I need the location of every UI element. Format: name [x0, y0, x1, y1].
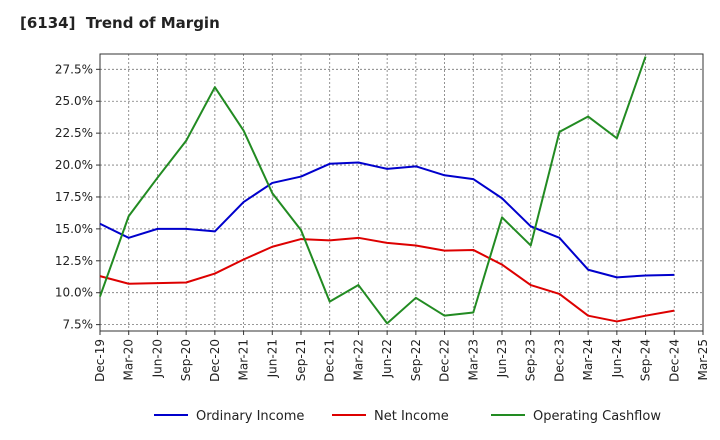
- x-tick-label: Sep-24: [639, 339, 653, 381]
- legend: Ordinary Income Net Income Operating Cashf…: [154, 409, 661, 424]
- x-tick-label: Dec-23: [552, 339, 566, 382]
- x-tick-label: Mar-25: [696, 339, 710, 380]
- x-tick-label: Jun-24: [610, 339, 624, 378]
- x-tick-label: Sep-21: [294, 339, 308, 381]
- axis-layer: Dec-19 Mar-20 Jun-20 Sep-20 Dec-20 Mar-21 Jun-…: [55, 62, 710, 382]
- y-tick-label: 7.5%: [63, 318, 94, 332]
- chart-title: [6134] Trend of Margin: [20, 14, 220, 32]
- x-tick-label: Mar-22: [351, 339, 365, 380]
- y-tick-label: 27.5%: [55, 62, 93, 76]
- x-tick-label: Mar-20: [122, 339, 136, 380]
- y-tick-label: 25.0%: [55, 94, 93, 108]
- x-tick-label: Sep-23: [524, 339, 538, 381]
- y-tick-label: 15.0%: [55, 222, 93, 236]
- x-tick-label: Jun-22: [380, 339, 394, 378]
- y-tick-label: 17.5%: [55, 190, 93, 204]
- legend-label-net-income: Net Income: [374, 409, 449, 424]
- y-tick-label: 20.0%: [55, 158, 93, 172]
- x-tick-label: Jun-23: [495, 339, 509, 378]
- series-line-operating-cashflow: [99, 56, 647, 325]
- series-layer: [99, 56, 675, 325]
- y-tick-label: 10.0%: [55, 286, 93, 300]
- x-tick-label: Dec-20: [208, 339, 222, 382]
- y-tick-label: 22.5%: [55, 126, 93, 140]
- series-line-ordinary-income: [99, 161, 675, 279]
- x-tick-label: Dec-19: [93, 339, 107, 382]
- legend-label-operating-cashflow: Operating Cashflow: [533, 409, 661, 424]
- x-tick-label: Dec-22: [438, 339, 452, 382]
- x-tick-label: Mar-21: [237, 339, 251, 380]
- x-tick-label: Sep-20: [179, 339, 193, 381]
- x-tick-label: Dec-21: [323, 339, 337, 382]
- series-line-net-income: [99, 236, 675, 323]
- x-tick-label: Jun-20: [150, 339, 164, 378]
- legend-label-ordinary-income: Ordinary Income: [196, 409, 304, 424]
- y-tick-label: 12.5%: [55, 254, 93, 268]
- x-tick-label: Dec-24: [667, 339, 681, 382]
- plot-area-frame: [99, 53, 704, 332]
- x-tick-label: Sep-22: [409, 339, 423, 381]
- x-tick-label: Jun-21: [265, 339, 279, 378]
- grid-layer: [99, 54, 704, 331]
- x-tick-label: Mar-23: [466, 339, 480, 380]
- x-tick-label: Mar-24: [581, 339, 595, 380]
